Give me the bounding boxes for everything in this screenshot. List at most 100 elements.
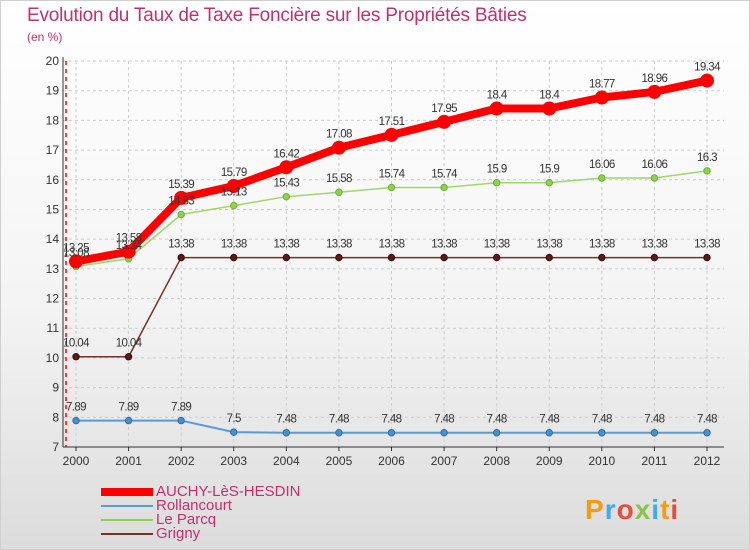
y-tick-label: 13 — [46, 262, 60, 276]
data-point-grigny — [387, 253, 396, 262]
data-point-auchy — [700, 73, 714, 88]
data-label-rollancourt: 7.48 — [539, 414, 559, 426]
data-point-grigny — [230, 253, 238, 262]
x-tick-label: 2008 — [483, 454, 510, 468]
data-label-rollancourt: 7.89 — [66, 402, 86, 414]
x-tick-label: 2005 — [326, 454, 353, 468]
data-label-rollancourt: 7.5 — [227, 413, 241, 425]
data-label-rollancourt: 7.48 — [434, 414, 454, 426]
y-tick-label: 7 — [52, 440, 59, 454]
legend-label-auchy: AUCHY-LèS-HESDIN — [156, 483, 301, 500]
data-label-le-parcq: 15.74 — [431, 168, 458, 180]
legend-swatch-le-parcq — [101, 519, 153, 521]
data-point-rollancourt — [650, 429, 659, 437]
y-tick-label: 9 — [52, 381, 59, 395]
data-label-grigny: 13.38 — [326, 239, 352, 251]
data-point-le-parcq — [282, 192, 291, 201]
data-point-grigny — [492, 253, 501, 262]
data-label-auchy: 17.51 — [379, 116, 405, 128]
data-point-grigny — [703, 253, 711, 262]
data-label-grigny: 13.38 — [273, 239, 299, 251]
data-point-grigny — [545, 253, 553, 262]
y-tick-label: 19 — [46, 84, 60, 98]
data-point-grigny — [124, 353, 133, 361]
data-label-rollancourt: 7.48 — [697, 414, 717, 426]
data-label-rollancourt: 7.48 — [329, 414, 349, 426]
data-label-auchy: 13.58 — [116, 233, 142, 245]
data-point-auchy — [121, 244, 136, 259]
data-point-le-parcq — [440, 183, 448, 192]
legend-item-auchy: AUCHY-LèS-HESDIN — [101, 483, 361, 500]
x-tick-label: 2010 — [588, 454, 615, 468]
data-label-auchy: 17.08 — [326, 129, 352, 141]
x-tick-label: 2000 — [63, 454, 90, 468]
data-point-rollancourt — [492, 429, 501, 437]
data-label-rollancourt: 7.48 — [487, 414, 507, 426]
legend-item-le-parcq: Le Parcq — [101, 511, 361, 528]
y-tick-label: 10 — [46, 351, 60, 365]
legend-label-grigny: Grigny — [156, 525, 201, 542]
data-label-rollancourt: 7.48 — [592, 414, 612, 426]
y-tick-label: 20 — [46, 54, 60, 68]
data-point-rollancourt — [440, 429, 448, 437]
data-label-grigny: 13.38 — [536, 239, 562, 251]
data-label-le-parcq: 15.43 — [273, 178, 299, 190]
legend-item-grigny: Grigny — [101, 525, 361, 542]
y-tick-label: 17 — [46, 143, 60, 157]
data-label-auchy: 13.25 — [63, 242, 89, 254]
data-label-grigny: 13.38 — [694, 239, 720, 251]
proxiti-logo: Proxiti — [585, 494, 678, 525]
data-point-le-parcq — [703, 167, 711, 175]
data-point-le-parcq — [177, 210, 185, 219]
data-label-auchy: 18.4 — [487, 90, 508, 102]
data-point-le-parcq — [650, 174, 659, 182]
data-point-rollancourt — [335, 429, 343, 437]
y-tick-label: 12 — [46, 292, 60, 306]
data-label-auchy: 18.4 — [539, 90, 560, 102]
data-label-rollancourt: 7.89 — [119, 402, 139, 414]
data-point-grigny — [650, 253, 659, 262]
data-point-rollancourt — [72, 416, 80, 425]
data-label-auchy: 18.77 — [589, 79, 615, 91]
data-label-le-parcq: 16.3 — [697, 152, 717, 164]
data-point-auchy — [174, 190, 189, 205]
data-label-le-parcq: 15.58 — [326, 173, 352, 185]
data-label-auchy: 15.39 — [168, 179, 194, 191]
data-label-rollancourt: 7.48 — [276, 414, 296, 426]
x-tick-label: 2007 — [431, 454, 458, 468]
x-tick-label: 2006 — [378, 454, 405, 468]
x-tick-label: 2002 — [168, 454, 195, 468]
data-label-auchy: 18.96 — [642, 73, 668, 85]
data-label-le-parcq: 15.9 — [487, 164, 507, 176]
data-point-rollancourt — [387, 429, 396, 437]
data-point-rollancourt — [545, 429, 553, 437]
data-point-auchy — [384, 127, 399, 142]
data-point-auchy — [542, 101, 557, 116]
data-label-grigny: 10.04 — [116, 338, 143, 350]
data-point-grigny — [282, 253, 291, 262]
y-tick-label: 15 — [46, 202, 60, 216]
data-point-le-parcq — [230, 201, 238, 210]
data-label-le-parcq: 16.06 — [642, 159, 668, 171]
x-tick-label: 2001 — [115, 454, 142, 468]
data-point-rollancourt — [230, 428, 238, 436]
legend-item-rollancourt: Rollancourt — [101, 497, 361, 514]
x-tick-label: 2003 — [220, 454, 247, 468]
data-point-grigny — [177, 253, 185, 262]
x-tick-label: 2012 — [694, 454, 721, 468]
data-point-rollancourt — [124, 416, 133, 425]
data-label-grigny: 13.38 — [589, 239, 615, 251]
legend-swatch-grigny — [101, 533, 153, 535]
x-tick-label: 2004 — [273, 454, 300, 468]
data-point-grigny — [72, 353, 80, 361]
data-point-auchy — [69, 254, 83, 269]
data-label-grigny: 13.38 — [431, 239, 457, 251]
legend-label-le-parcq: Le Parcq — [156, 511, 217, 528]
data-label-grigny: 13.38 — [642, 239, 668, 251]
data-label-rollancourt: 7.48 — [644, 414, 664, 426]
data-point-le-parcq — [598, 174, 606, 182]
y-axis-unit: (en %) — [27, 30, 63, 44]
legend-swatch-rollancourt — [101, 505, 153, 507]
data-point-auchy — [279, 160, 294, 175]
